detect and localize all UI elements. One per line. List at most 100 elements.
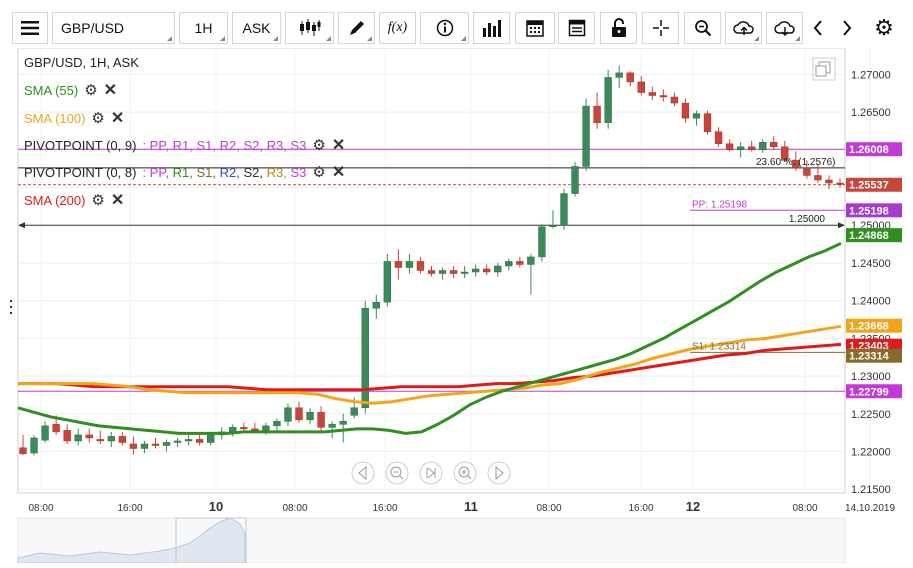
x-tick-label: 08:00 bbox=[792, 503, 817, 514]
download-button[interactable] bbox=[766, 12, 803, 44]
candle-body bbox=[195, 439, 204, 443]
candle-body bbox=[74, 434, 82, 442]
reset-zoom-button[interactable] bbox=[419, 461, 443, 485]
price-label-box bbox=[846, 203, 902, 218]
x-tick-label: 16:00 bbox=[372, 503, 397, 514]
candle-body bbox=[615, 72, 623, 78]
candle-body bbox=[295, 407, 303, 421]
chart-type-button[interactable] bbox=[285, 12, 334, 44]
pan-right-button[interactable] bbox=[487, 461, 511, 485]
price-label-text: 1.22799 bbox=[849, 386, 889, 398]
pivot2-remove-icon[interactable]: ✕ bbox=[331, 164, 346, 181]
candle-body bbox=[659, 95, 668, 98]
sma55-settings-icon[interactable]: ⚙ bbox=[84, 82, 98, 99]
candle-body bbox=[207, 434, 215, 443]
x-tick-label: 12 bbox=[686, 499, 700, 514]
candle-body bbox=[781, 146, 789, 161]
sma100-label: SMA (100) bbox=[24, 110, 86, 126]
candle-body bbox=[251, 428, 259, 431]
candle-body bbox=[549, 224, 557, 228]
popout-icon[interactable] bbox=[812, 57, 836, 81]
crosshair-button[interactable] bbox=[642, 12, 679, 44]
arrow-right-icon bbox=[838, 222, 845, 229]
scroll-right-button[interactable] bbox=[833, 12, 861, 44]
chart-area[interactable]: 23.60 %: (1.2576) PP: 1.25198 1.25000 S1: 1… bbox=[0, 47, 913, 564]
sma200-settings-icon[interactable]: ⚙ bbox=[91, 192, 105, 209]
candle-body bbox=[85, 434, 93, 439]
candle-body bbox=[19, 447, 27, 455]
upload-button[interactable] bbox=[725, 12, 762, 44]
pivot1-remove-icon[interactable]: ✕ bbox=[331, 137, 346, 154]
price-chart[interactable]: 23.60 %: (1.2576) PP: 1.25198 1.25000 S1: 1… bbox=[0, 47, 913, 564]
candle-body bbox=[538, 226, 546, 258]
candle-body bbox=[96, 439, 104, 442]
data-table-button[interactable] bbox=[558, 12, 595, 44]
calendar-button[interactable] bbox=[515, 12, 555, 44]
candle-body bbox=[328, 424, 336, 428]
candle-body bbox=[240, 427, 248, 430]
resize-handle[interactable] bbox=[10, 300, 12, 314]
timeframe-label: 1H bbox=[194, 20, 213, 36]
lock-button[interactable] bbox=[600, 12, 637, 44]
y-tick-label: 1.21500 bbox=[851, 484, 891, 496]
price-side-select[interactable]: ASK bbox=[232, 12, 281, 44]
chart-toolbar: GBP/USD 1H ASK f(x) bbox=[0, 0, 913, 48]
sma100-remove-icon[interactable]: ✕ bbox=[110, 110, 125, 127]
timeframe-select[interactable]: 1H bbox=[179, 12, 228, 44]
sma100-settings-icon[interactable]: ⚙ bbox=[91, 110, 105, 127]
candle-body bbox=[825, 179, 833, 184]
info-button[interactable] bbox=[420, 12, 469, 44]
zoom-button[interactable] bbox=[684, 12, 721, 44]
price-label-text: 1.25198 bbox=[849, 205, 889, 217]
cloud-download-icon bbox=[773, 21, 795, 37]
level-text: 1.25000 bbox=[789, 214, 826, 225]
price-label-text: 1.25537 bbox=[849, 180, 889, 192]
zoom-in-button[interactable] bbox=[453, 461, 477, 485]
candle-body bbox=[107, 436, 115, 442]
navigator[interactable] bbox=[17, 517, 846, 564]
menu-button[interactable] bbox=[12, 12, 48, 44]
zoom-icon bbox=[694, 20, 711, 37]
candle-body bbox=[759, 142, 767, 151]
candle-body bbox=[593, 105, 601, 123]
x-tick-label: 11 bbox=[464, 499, 478, 514]
y-tick-label: 1.24500 bbox=[851, 258, 891, 270]
candle-body bbox=[770, 142, 778, 148]
pivot1-r1: R1, bbox=[172, 137, 193, 153]
indicators-button[interactable]: f(x) bbox=[379, 12, 416, 44]
symbol-select[interactable]: GBP/USD bbox=[52, 12, 175, 44]
plot-frame bbox=[17, 47, 846, 494]
candle-body bbox=[361, 307, 369, 409]
candle-body bbox=[262, 425, 270, 431]
x-tick-label: 16:00 bbox=[117, 503, 142, 514]
x-tick-label: 14.10.2019 bbox=[845, 503, 895, 514]
pivot1-settings-icon[interactable]: ⚙ bbox=[312, 137, 326, 154]
pivot2-settings-icon[interactable]: ⚙ bbox=[312, 164, 326, 181]
sma55-remove-icon[interactable]: ✕ bbox=[103, 82, 118, 99]
settings-button[interactable]: ⚙ bbox=[868, 12, 900, 44]
y-tick-label: 1.24000 bbox=[851, 296, 891, 308]
candle-body bbox=[516, 261, 524, 265]
volume-button[interactable] bbox=[473, 12, 510, 44]
candle-body bbox=[63, 430, 71, 442]
legend-pivot2: PIVOTPOINT (0, 8) : PP, R1, S1, R2, S2, … bbox=[24, 162, 345, 182]
legend-pivot1: PIVOTPOINT (0, 9) : PP, R1, S1, R2, S2, … bbox=[24, 135, 345, 155]
sma200-remove-icon[interactable]: ✕ bbox=[110, 192, 125, 209]
pivot1-pp: : PP, bbox=[142, 137, 169, 153]
candle-body bbox=[162, 442, 171, 446]
candle-body bbox=[792, 160, 800, 169]
pivot2-r3: R3, bbox=[266, 164, 287, 180]
pivot2-s3: S3 bbox=[290, 164, 307, 180]
scroll-left-button[interactable] bbox=[804, 12, 832, 44]
price-label-box bbox=[846, 177, 902, 192]
pan-left-button[interactable] bbox=[351, 461, 375, 485]
legend-sma100: SMA (100) ⚙ ✕ bbox=[24, 108, 124, 128]
zoom-controls bbox=[351, 461, 511, 485]
candles-icon bbox=[299, 19, 320, 36]
drawing-tools-button[interactable] bbox=[338, 12, 375, 44]
candle-body bbox=[372, 301, 380, 309]
x-tick-label: 08:00 bbox=[536, 503, 561, 514]
zoom-out-button[interactable] bbox=[385, 461, 409, 485]
candle-body bbox=[571, 166, 579, 194]
candle-body bbox=[637, 81, 645, 93]
